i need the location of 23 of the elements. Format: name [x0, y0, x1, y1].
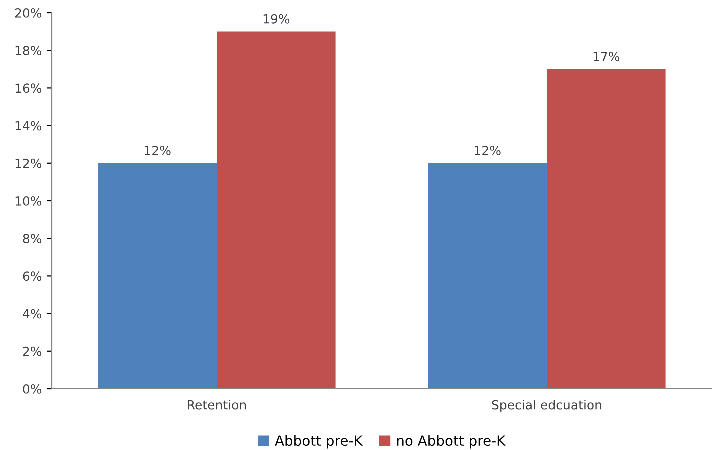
- y-tick-label: 2%: [23, 346, 42, 356]
- y-tick-label: 0%: [23, 384, 42, 394]
- text: 12%: [475, 146, 501, 156]
- y-tick-label: 18%: [16, 46, 42, 56]
- bar: [217, 32, 336, 389]
- y-tick-label: 16%: [16, 84, 42, 94]
- legend-label: no Abbott pre-K: [397, 435, 506, 449]
- y-tick-label: 8%: [23, 234, 42, 244]
- y-tick-label: 4%: [23, 309, 42, 319]
- text: 19%: [264, 14, 290, 24]
- bar: [98, 163, 217, 389]
- text: 17%: [594, 52, 620, 62]
- y-tick-label: 12%: [16, 158, 42, 168]
- legend-label: Abbott pre-K: [275, 435, 364, 449]
- x-tick-label: Special edcuation: [492, 400, 602, 412]
- text: 12%: [145, 146, 171, 156]
- y-tick-label: 6%: [23, 272, 42, 282]
- y-tick-label: 20%: [15, 8, 42, 18]
- bar: [428, 163, 547, 389]
- y-tick-label: 10%: [16, 196, 42, 206]
- bar: [547, 69, 666, 389]
- y-tick-label: 14%: [16, 121, 42, 131]
- x-tick-label: Retention: [188, 400, 246, 410]
